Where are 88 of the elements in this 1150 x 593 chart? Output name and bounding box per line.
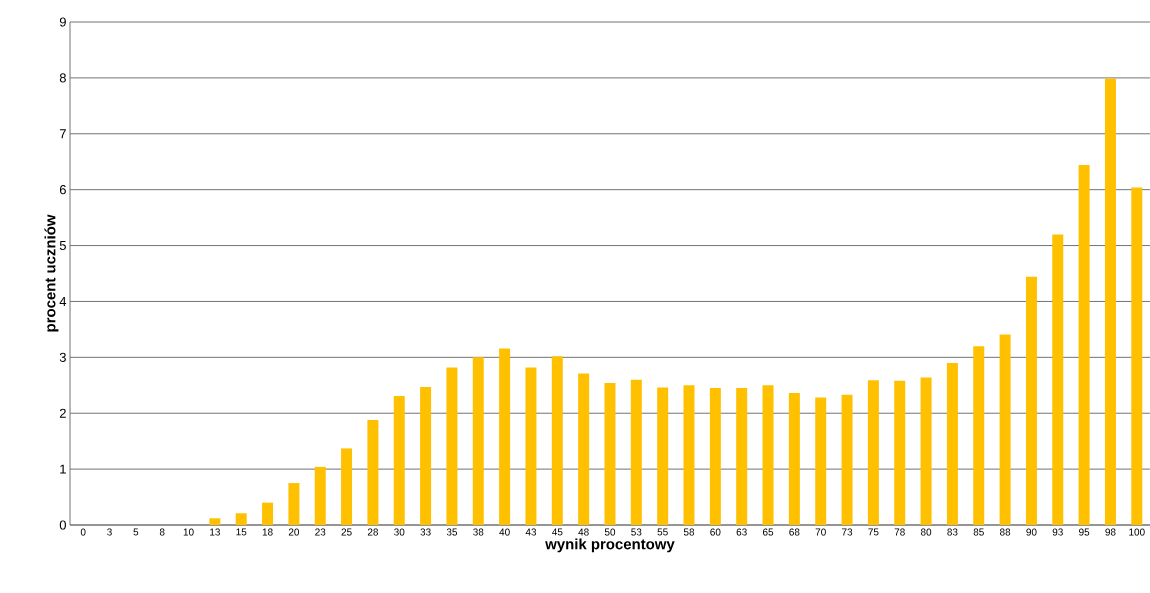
bar	[314, 466, 326, 525]
x-tick-label: 95	[1079, 528, 1090, 536]
x-tick-label: 68	[789, 528, 800, 536]
bar	[235, 513, 247, 525]
x-tick-label: 90	[1026, 528, 1037, 536]
x-tick-label: 100	[1129, 528, 1145, 536]
x-tick-label: 73	[842, 528, 853, 536]
bar	[920, 377, 932, 525]
bar	[578, 373, 590, 525]
x-tick-label: 98	[1105, 528, 1116, 536]
bar	[894, 380, 906, 525]
x-tick-label: 78	[894, 528, 905, 536]
bar	[657, 387, 669, 525]
bar	[393, 395, 405, 525]
y-tick-label: 6	[59, 185, 66, 195]
x-tick-label: 28	[367, 528, 379, 536]
x-tick-label: 58	[683, 528, 695, 536]
bar	[630, 379, 642, 525]
x-tick-label: 65	[762, 528, 774, 536]
y-tick-label: 3	[59, 352, 66, 362]
y-tick-label: 2	[59, 408, 66, 418]
bar	[420, 386, 432, 525]
bar	[1104, 78, 1116, 525]
x-tick-label: 50	[604, 528, 616, 536]
x-tick-label: 83	[947, 528, 958, 536]
bar	[604, 383, 616, 525]
x-tick-label: 88	[999, 528, 1011, 536]
bar	[999, 334, 1011, 525]
x-tick-label: 25	[341, 528, 352, 536]
x-tick-label: 8	[159, 528, 165, 536]
x-tick-label: 18	[262, 528, 273, 536]
x-tick-label: 38	[473, 528, 484, 536]
x-tick-label: 45	[551, 528, 563, 536]
x-tick-label: 48	[578, 528, 589, 536]
x-tick-label: 33	[420, 528, 431, 536]
bar	[1052, 234, 1064, 525]
bar	[472, 357, 484, 525]
y-axis-title: procent uczniów	[44, 214, 59, 332]
x-tick-label: 13	[210, 528, 220, 536]
x-tick-label: 5	[133, 528, 139, 536]
bar	[499, 348, 511, 525]
x-tick-label: 15	[236, 528, 247, 536]
bar	[736, 388, 748, 525]
bar	[683, 385, 695, 525]
x-tick-label: 63	[736, 528, 747, 536]
x-tick-label: 70	[815, 528, 826, 536]
bar	[551, 356, 563, 525]
x-tick-label: 75	[868, 528, 879, 536]
y-tick-label: 8	[59, 73, 66, 83]
bar	[973, 346, 985, 525]
bar	[341, 448, 353, 525]
bar	[1025, 276, 1037, 525]
x-tick-label: 3	[107, 528, 112, 536]
y-tick-label: 5	[59, 241, 66, 251]
bar	[841, 394, 853, 525]
x-tick-label: 35	[446, 528, 458, 536]
x-tick-label: 85	[973, 528, 984, 536]
x-tick-label: 60	[710, 528, 721, 536]
x-tick-label: 30	[394, 528, 405, 536]
bar	[525, 367, 537, 525]
x-tick-label: 40	[499, 528, 510, 536]
x-tick-label: 10	[183, 528, 194, 536]
x-tick-label: 80	[920, 528, 932, 536]
bar	[262, 502, 274, 525]
y-tick-label: 1	[60, 464, 66, 474]
bar	[288, 483, 300, 525]
bar	[1078, 165, 1090, 525]
x-tick-label: 20	[288, 528, 300, 536]
x-tick-label: 53	[631, 528, 642, 536]
x-tick-label: 0	[80, 528, 86, 536]
bar	[446, 367, 458, 525]
bar	[367, 419, 379, 525]
x-tick-label: 23	[315, 528, 326, 536]
bar	[762, 385, 774, 525]
bar	[1131, 187, 1143, 525]
y-tick-label: 4	[59, 296, 67, 306]
bar	[209, 518, 221, 525]
bar	[867, 380, 879, 525]
x-tick-label: 43	[525, 528, 537, 536]
bar	[788, 393, 800, 525]
y-tick-label: 7	[59, 129, 66, 139]
x-axis-title: wynik procentowy	[545, 538, 675, 553]
x-tick-label: 93	[1052, 528, 1063, 536]
bar	[946, 362, 958, 525]
x-tick-label: 55	[657, 528, 668, 536]
bar	[815, 397, 827, 525]
bar	[709, 388, 721, 525]
y-tick-label: 9	[59, 17, 66, 27]
